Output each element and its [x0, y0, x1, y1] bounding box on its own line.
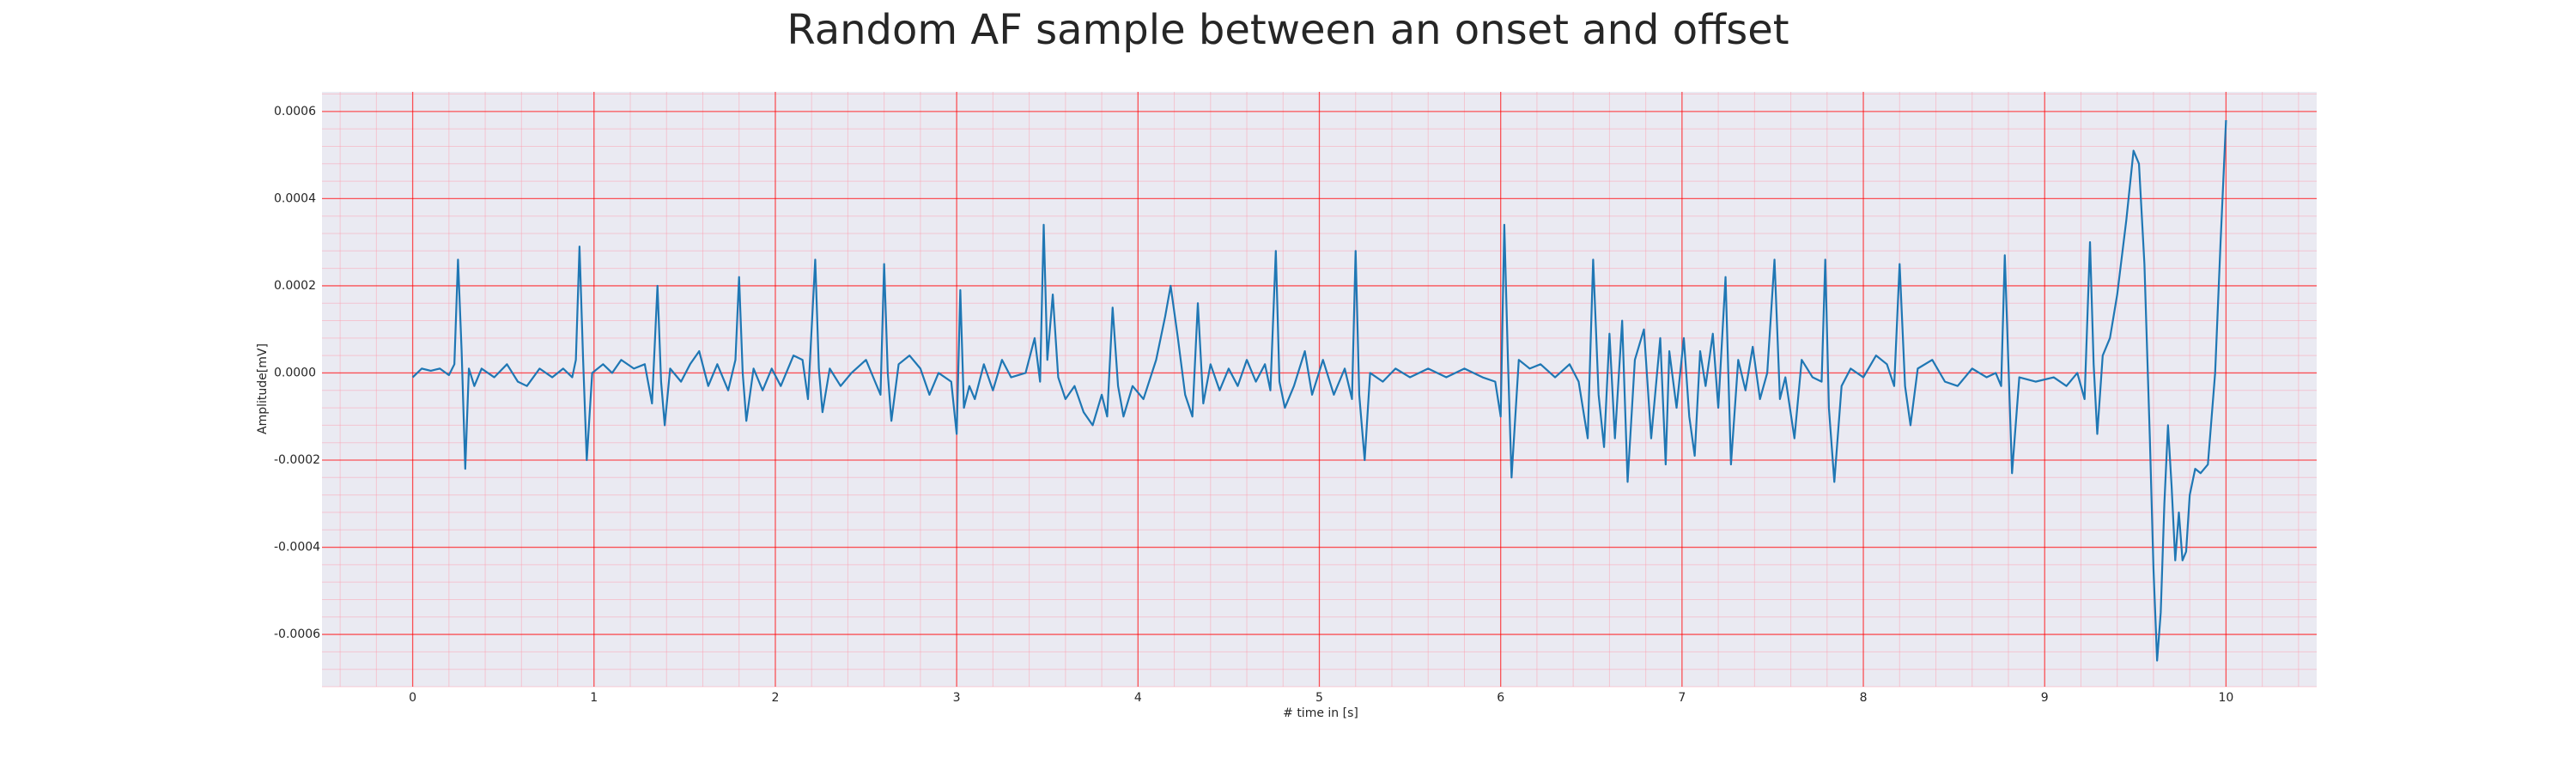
x-tick-label: 3: [953, 691, 961, 705]
y-tick-label: -0.0004: [274, 541, 320, 555]
y-tick-label: -0.0006: [274, 627, 320, 641]
x-tick-label: 0: [409, 691, 416, 705]
chart-title: Random AF sample between an onset and of…: [787, 6, 1789, 54]
x-axis-label: # time in [s]: [1283, 706, 1358, 720]
x-tick-label: 6: [1497, 691, 1504, 705]
y-tick-label: 0.0004: [274, 191, 316, 205]
y-tick-label: 0.0000: [274, 366, 316, 379]
signal-line: [411, 119, 2227, 662]
y-tick-label: 0.0002: [274, 279, 316, 293]
major-grid: [322, 92, 2317, 687]
labels: 0 1 2 3 4 5 6 7 8 9 10 -0.0006 -0.0004 -0.0002 0.0000 0…: [274, 105, 2233, 705]
x-tick-label: 5: [1315, 691, 1323, 705]
y-axis-label: Amplitude[mV]: [256, 343, 270, 434]
x-tick-label: 4: [1134, 691, 1142, 705]
x-tick-label: 1: [590, 691, 598, 705]
x-tick-label: 9: [2041, 691, 2049, 705]
y-tick-label: 0.0006: [274, 105, 316, 118]
x-tick-label: 7: [1678, 691, 1686, 705]
series: [411, 119, 2227, 662]
y-tick-label: -0.0002: [274, 453, 320, 467]
x-tick-label: 10: [2218, 691, 2233, 705]
x-tick-label: 2: [771, 691, 779, 705]
x-tick-label: 8: [1860, 691, 1868, 705]
